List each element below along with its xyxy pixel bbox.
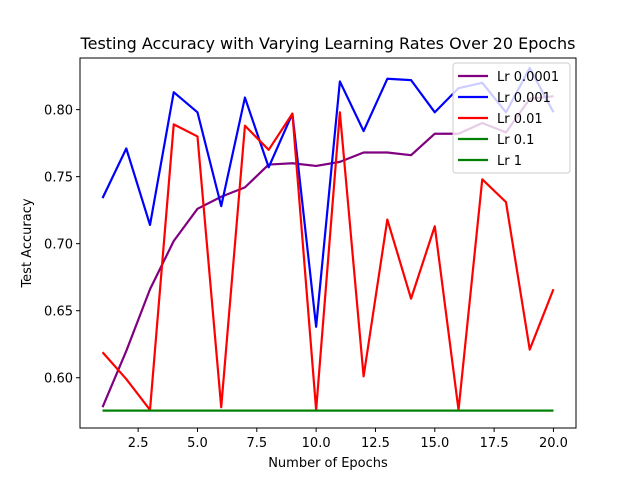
legend-box — [452, 62, 571, 174]
legend-label: Lr 0.1 — [497, 133, 534, 148]
x-tick-label: 5.0 — [187, 436, 208, 451]
x-tick-label: 12.5 — [361, 436, 390, 451]
y-tick-label: 0.75 — [44, 171, 73, 186]
x-tick-label: 10.0 — [302, 436, 331, 451]
legend: Lr 0.0001 Lr 0.001 Lr 0.01 Lr 0.1 Lr 1 — [452, 62, 571, 174]
x-axis: 2.5 5.0 7.5 10.0 12.5 15.0 17.5 20.0 — [128, 428, 568, 451]
x-tick-label: 20.0 — [539, 436, 568, 451]
x-tick-label: 2.5 — [128, 436, 149, 451]
x-tick-label: 15.0 — [420, 436, 449, 451]
y-tick-label: 0.70 — [44, 238, 73, 253]
y-tick-label: 0.60 — [44, 372, 73, 387]
legend-label: Lr 0.0001 — [497, 70, 559, 85]
series-line-3 — [101, 111, 555, 411]
y-tick-label: 0.65 — [44, 305, 73, 320]
legend-label: Lr 0.01 — [497, 112, 543, 127]
legend-label: Lr 1 — [497, 154, 522, 169]
y-axis-label: Test Accuracy — [20, 198, 35, 288]
x-axis-label: Number of Epochs — [268, 456, 388, 471]
x-tick-label: 17.5 — [480, 436, 509, 451]
x-tick-label: 7.5 — [246, 436, 267, 451]
legend-label: Lr 0.001 — [497, 91, 551, 106]
plot-frame — [79, 57, 577, 429]
chart-title: Testing Accuracy with Varying Learning R… — [80, 34, 576, 53]
y-axis: 0.60 0.65 0.70 0.75 0.80 — [44, 104, 80, 387]
y-tick-label: 0.80 — [44, 104, 73, 119]
